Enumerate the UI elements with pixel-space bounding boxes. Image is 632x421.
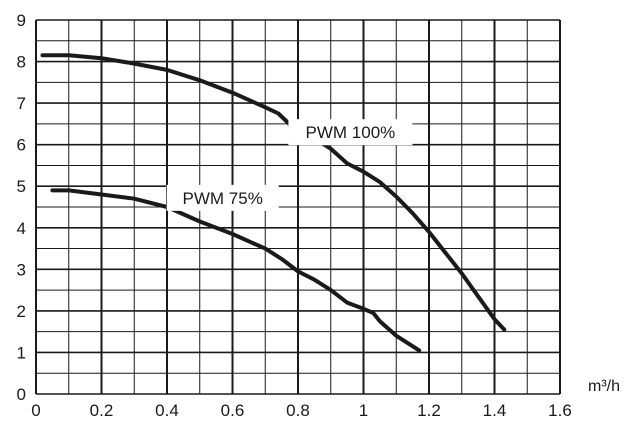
y-tick-label: 6 bbox=[17, 136, 26, 155]
grid bbox=[35, 19, 561, 395]
x-tick-label: 0.2 bbox=[90, 401, 114, 420]
x-tick-label: 0 bbox=[31, 401, 40, 420]
y-tick-label: 4 bbox=[17, 219, 26, 238]
series-label-pwm-75: PWM 75% bbox=[183, 189, 263, 208]
y-tick-label: 1 bbox=[17, 343, 26, 362]
x-tick-label: 0.4 bbox=[155, 401, 179, 420]
tick-labels: 0 0.2 0.4 0.6 0.8 1 1.2 1.4 1.6 0 1 2 3 4 5 6 7 8 9 bbox=[17, 11, 572, 420]
y-tick-label: 3 bbox=[17, 260, 26, 279]
y-tick-label: 5 bbox=[17, 177, 26, 196]
x-tick-label: 0.6 bbox=[221, 401, 245, 420]
x-unit-label: m³/h bbox=[588, 378, 620, 395]
series-line-pwm-75 bbox=[50, 188, 422, 353]
y-tick-label: 9 bbox=[17, 11, 26, 30]
series-labels: PWM 100% PWM 75% bbox=[166, 119, 413, 211]
series-label-pwm-100-background bbox=[288, 119, 413, 146]
y-tick-label: 0 bbox=[17, 385, 26, 404]
series-label-pwm-75-background bbox=[166, 184, 279, 211]
series-label-pwm-100: PWM 100% bbox=[306, 123, 396, 142]
series-line-pwm-100 bbox=[40, 53, 507, 332]
x-tick-label: 1.2 bbox=[417, 401, 441, 420]
x-tick-label: 1.6 bbox=[548, 401, 572, 420]
x-tick-label: 1.4 bbox=[483, 401, 507, 420]
y-tick-label: 2 bbox=[17, 302, 26, 321]
x-tick-label: 0.8 bbox=[286, 401, 310, 420]
series-lines bbox=[40, 53, 507, 353]
y-tick-label: 7 bbox=[17, 94, 26, 113]
x-tick-label: 1 bbox=[359, 401, 368, 420]
y-tick-label: 8 bbox=[17, 53, 26, 72]
